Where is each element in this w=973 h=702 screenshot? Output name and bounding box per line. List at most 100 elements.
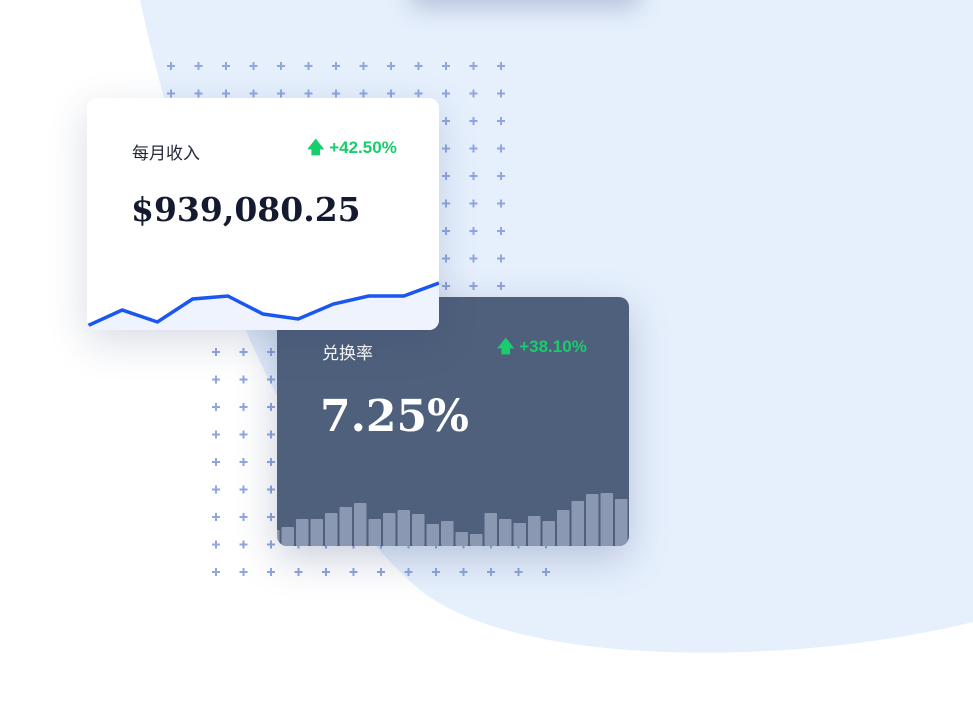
bar: [325, 513, 338, 546]
trend-line: [87, 281, 439, 328]
bar: [277, 530, 280, 546]
plus-mark: [167, 62, 175, 70]
bar: [412, 514, 425, 546]
revenue-trend-chart: [87, 281, 439, 330]
plus-mark: [442, 62, 450, 70]
plus-mark: [497, 62, 505, 70]
plus-mark: [267, 458, 275, 466]
plus-mark: [497, 282, 505, 290]
plus-mark: [222, 62, 230, 70]
bar: [383, 513, 396, 546]
bar: [484, 513, 497, 546]
plus-mark: [267, 403, 275, 411]
plus-mark: [497, 172, 505, 180]
plus-mark: [212, 348, 220, 356]
plus-mark: [277, 89, 285, 98]
delta-value: +38.10%: [519, 337, 587, 356]
bar: [615, 499, 628, 546]
plus-mark: [432, 568, 440, 576]
delta-value: +42.50%: [329, 138, 397, 157]
plus-mark: [212, 430, 220, 439]
plus-mark: [267, 540, 275, 549]
plus-mark: [469, 62, 478, 70]
plus-mark: [249, 89, 258, 98]
plus-mark: [497, 199, 505, 208]
plus-mark: [442, 199, 450, 208]
plus-mark: [212, 403, 220, 411]
delta-badge: 🡅 +42.50%: [307, 135, 397, 164]
plus-mark: [442, 117, 450, 125]
plus-mark: [239, 485, 248, 494]
plus-mark: [212, 458, 220, 466]
plus-mark: [212, 485, 220, 494]
plus-mark: [194, 89, 203, 98]
bar: [354, 503, 367, 546]
plus-mark: [497, 254, 505, 263]
conversion-rate-card: 兑换率 🡅 +38.10% 7.25%: [277, 297, 629, 546]
plus-mark: [267, 513, 275, 521]
plus-mark: [497, 89, 505, 98]
trend-area: [87, 283, 439, 330]
plus-mark: [387, 62, 395, 70]
arrow-up-icon: 🡅: [497, 337, 515, 356]
plus-mark: [239, 568, 248, 576]
arrow-up-icon: 🡅: [307, 138, 325, 157]
plus-mark: [294, 568, 303, 576]
card-label: 每月收入: [132, 144, 200, 164]
plus-mark: [322, 568, 330, 576]
plus-mark: [249, 62, 258, 70]
plus-mark: [469, 144, 478, 153]
plus-mark: [487, 568, 495, 576]
plus-mark: [442, 227, 450, 235]
plus-mark: [239, 430, 248, 439]
bar: [542, 521, 555, 546]
plus-mark: [267, 348, 275, 356]
plus-mark: [267, 375, 275, 384]
plus-mark: [239, 513, 248, 521]
delta-badge: 🡅 +38.10%: [497, 334, 587, 363]
bar: [499, 519, 512, 546]
bar: [586, 494, 599, 546]
plus-mark: [469, 227, 478, 235]
bar: [513, 523, 526, 546]
plus-mark: [514, 568, 523, 576]
conversion-value: 7.25%: [320, 391, 469, 442]
plus-mark: [277, 62, 285, 70]
plus-mark: [497, 227, 505, 235]
plus-mark: [442, 89, 450, 98]
plus-mark: [239, 458, 248, 466]
plus-mark: [469, 199, 478, 208]
conversion-bar-chart: [277, 493, 628, 546]
plus-mark: [442, 254, 450, 263]
bar: [281, 527, 294, 546]
plus-mark: [332, 62, 340, 70]
bar: [557, 510, 570, 546]
plus-mark: [359, 62, 368, 70]
plus-mark: [387, 89, 395, 98]
plus-mark: [469, 254, 478, 263]
bar: [600, 493, 613, 546]
plus-mark: [497, 117, 505, 125]
plus-mark: [167, 89, 175, 98]
plus-mark: [267, 568, 275, 576]
plus-mark: [469, 282, 478, 290]
bar: [455, 532, 468, 546]
plus-mark: [239, 540, 248, 549]
plus-mark: [239, 348, 248, 356]
bar: [528, 516, 541, 546]
plus-mark: [239, 375, 248, 384]
plus-mark: [239, 403, 248, 411]
bar: [441, 521, 454, 546]
plus-mark: [212, 568, 220, 576]
revenue-value: $939,080.25: [131, 190, 361, 229]
plus-mark: [212, 513, 220, 521]
plus-mark: [267, 430, 275, 439]
plus-mark: [442, 144, 450, 153]
plus-mark: [212, 540, 220, 549]
plus-mark: [414, 89, 423, 98]
plus-mark: [222, 89, 230, 98]
plus-mark: [442, 172, 450, 180]
monthly-revenue-card: 每月收入 🡅 +42.50% $939,080.25: [87, 98, 439, 330]
bar: [571, 501, 584, 546]
plus-mark: [459, 568, 468, 576]
